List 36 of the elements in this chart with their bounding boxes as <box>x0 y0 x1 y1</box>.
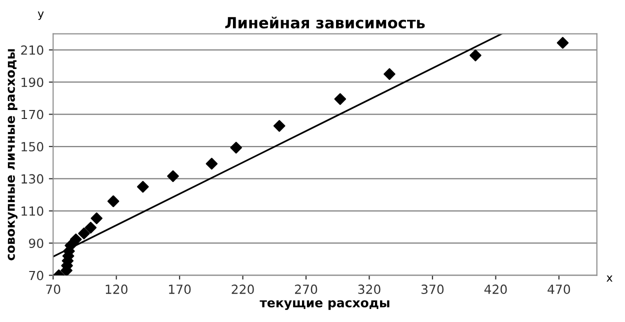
point <box>206 158 218 170</box>
point <box>273 120 286 132</box>
x-tick-label: 170 <box>169 284 191 294</box>
y-tick-label: 150 <box>22 142 44 152</box>
x-tick-label: 420 <box>484 284 507 294</box>
text: x <box>606 276 612 282</box>
point <box>334 93 346 105</box>
y-axis-title: совокупные личные расходы <box>8 49 18 260</box>
y-tick-label: 190 <box>22 78 44 88</box>
y-tick-label: 130 <box>22 174 44 184</box>
point <box>84 222 97 234</box>
y-tick-label: 90 <box>28 238 44 248</box>
y-tick-label: 210 <box>21 45 44 55</box>
point <box>470 49 482 62</box>
x-tick-label: 70 <box>46 284 60 294</box>
point <box>78 228 90 240</box>
point <box>556 36 569 49</box>
point <box>230 142 242 154</box>
x-axis-title: текущие расходы <box>260 300 390 310</box>
x-tick-label: 270 <box>295 284 318 294</box>
y-tick-label: 70 <box>29 270 44 280</box>
point <box>70 234 82 246</box>
x-tick-label: 120 <box>106 284 128 294</box>
point <box>137 180 149 193</box>
x-tick-label: 470 <box>548 284 570 294</box>
chart-title: Линейная зависимость <box>225 16 425 28</box>
point <box>90 212 103 224</box>
x-tick-label: 220 <box>232 284 254 294</box>
point <box>107 195 120 208</box>
y-tick-label: 110 <box>22 206 44 216</box>
y-tick-label: 170 <box>22 110 44 120</box>
x-tick-label: 370 <box>422 284 444 294</box>
point <box>167 170 179 182</box>
point <box>384 68 396 80</box>
text: y <box>38 11 44 20</box>
x-tick-label: 320 <box>358 284 380 294</box>
